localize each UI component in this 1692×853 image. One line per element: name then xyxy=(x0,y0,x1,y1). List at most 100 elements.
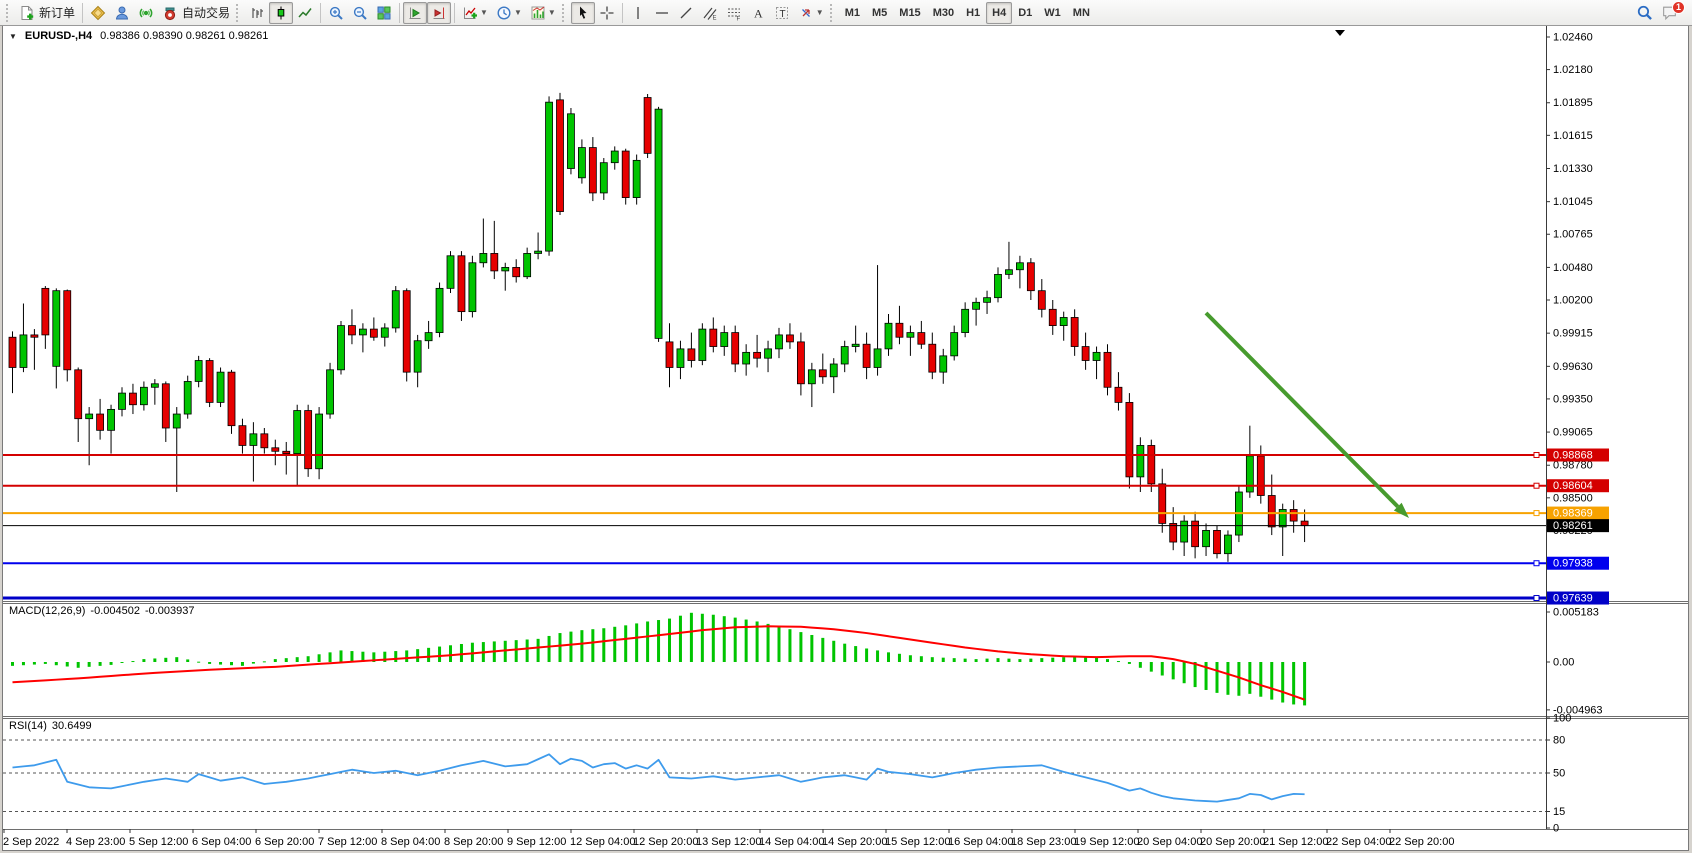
text-button[interactable]: A xyxy=(746,2,770,24)
candlestick-chart-button[interactable] xyxy=(269,1,294,24)
macd-bar xyxy=(1237,662,1241,696)
macd-bar xyxy=(438,646,442,662)
price-axis-label: 1.00765 xyxy=(1553,229,1593,241)
candle-body xyxy=(632,159,641,198)
candle-body xyxy=(1256,455,1265,496)
candle-body xyxy=(512,267,521,278)
toolbar-grip[interactable] xyxy=(6,3,11,22)
macd-bar xyxy=(711,614,715,662)
macd-bar xyxy=(251,662,255,664)
timeframe-button-d1[interactable]: D1 xyxy=(1018,6,1033,19)
macd-bar xyxy=(361,651,365,662)
line-chart-button[interactable] xyxy=(293,2,317,24)
macd-bar xyxy=(273,659,277,662)
macd-bar xyxy=(788,629,792,662)
toolbar-grip[interactable] xyxy=(236,3,241,22)
level-selection-marker[interactable] xyxy=(1533,482,1540,489)
price-axis-label: 0.99915 xyxy=(1553,328,1593,340)
timeframe-button-m30[interactable]: M30 xyxy=(932,6,955,19)
candle-body xyxy=(1048,308,1057,326)
level-selection-marker[interactable] xyxy=(1533,595,1540,602)
zoom-in-button[interactable] xyxy=(324,2,348,24)
chart-canvas[interactable]: 1.02460 1.02180 1.01895 1.01615 1.01330 1.010… xyxy=(3,26,1688,849)
indicators-button[interactable]: ▼ xyxy=(458,2,492,24)
templates-button[interactable]: ▼ xyxy=(526,2,560,24)
candle-body xyxy=(468,262,477,313)
horizontal-line-button[interactable] xyxy=(650,2,674,24)
macd-label: MACD(12,26,9) -0.004502 -0.003937 xyxy=(9,605,200,617)
candle-body xyxy=(818,369,827,378)
signals-button[interactable] xyxy=(134,2,158,24)
timeframe-button-mn[interactable]: MN xyxy=(1072,6,1090,19)
crosshair-button[interactable] xyxy=(595,2,619,24)
zoom-out-button[interactable] xyxy=(348,2,372,24)
search-button[interactable] xyxy=(1632,2,1657,24)
macd-bar xyxy=(295,657,299,662)
macd-bar xyxy=(1040,658,1044,662)
time-axis-label: 19 Sep 12:00 xyxy=(1074,836,1139,848)
price-axis-label: 0.99065 xyxy=(1553,427,1593,439)
timeframe-button-m1[interactable]: M1 xyxy=(844,6,860,19)
candle-body xyxy=(1202,530,1210,548)
new-order-button[interactable]: 新订单 xyxy=(15,2,79,24)
market-watch-button[interactable] xyxy=(86,2,110,24)
toolbar-grip[interactable] xyxy=(561,3,567,22)
candle-body xyxy=(293,410,302,455)
price-tag-label: 0.98604 xyxy=(1553,480,1593,492)
candle-body xyxy=(1300,520,1309,527)
notifications-button[interactable]: 1 xyxy=(1657,0,1685,24)
time-axis-label: 8 Sep 04:00 xyxy=(381,836,440,848)
candle-body xyxy=(994,273,1002,299)
level-selection-marker[interactable] xyxy=(1533,510,1540,517)
dropdown-caret-icon: ▼ xyxy=(547,8,556,17)
channel-icon: E xyxy=(703,7,716,21)
auto-trading-button[interactable]: 自动交易 xyxy=(158,2,234,24)
price-tag-label: 0.97639 xyxy=(1553,593,1593,605)
rsi-axis-label: 15 xyxy=(1553,806,1565,818)
chart-shift-marker[interactable] xyxy=(1335,30,1345,36)
arrows-button[interactable]: ▼ xyxy=(794,2,828,24)
equidistant-channel-button[interactable]: E xyxy=(698,2,722,24)
vertical-line-button[interactable] xyxy=(626,2,650,24)
level-selection-marker[interactable] xyxy=(1533,560,1540,567)
candle-body xyxy=(337,325,345,371)
timeframe-button-m5[interactable]: M5 xyxy=(872,6,888,19)
auto-scroll-button[interactable] xyxy=(403,1,428,24)
dropdown-caret-icon: ▼ xyxy=(513,8,522,17)
cursor-button[interactable] xyxy=(570,1,595,24)
trend-arrow-head[interactable] xyxy=(1393,502,1409,518)
macd-bar xyxy=(219,662,223,665)
chart-shift-button[interactable] xyxy=(427,1,452,24)
text-label-button[interactable]: T xyxy=(770,2,794,24)
candle-body xyxy=(687,348,696,361)
chart-window[interactable]: 1.02460 1.02180 1.01895 1.01615 1.01330 1.010… xyxy=(2,26,1689,851)
rsi-line xyxy=(12,753,1305,803)
periods-button[interactable]: ▼ xyxy=(492,2,526,24)
macd-bar xyxy=(1303,662,1307,706)
profile-button[interactable] xyxy=(110,2,134,24)
level-selection-marker[interactable] xyxy=(1533,452,1540,459)
macd-bar xyxy=(1171,662,1175,680)
macd-histogram xyxy=(11,612,1307,706)
price-axis-label: 1.01895 xyxy=(1553,97,1593,109)
price-axis-label: 1.01615 xyxy=(1553,130,1593,142)
macd-bar xyxy=(1029,658,1033,662)
macd-bar xyxy=(230,662,233,666)
candle-body xyxy=(1191,520,1199,548)
price-axis-label: 0.98500 xyxy=(1553,492,1593,504)
trendline-icon xyxy=(680,7,692,18)
trendline-button[interactable] xyxy=(674,2,698,24)
macd-bar xyxy=(164,657,168,662)
fibonacci-button[interactable]: F xyxy=(722,2,746,24)
timeframe-button-h1[interactable]: H1 xyxy=(966,6,981,19)
tile-windows-button[interactable] xyxy=(372,2,396,24)
macd-bar xyxy=(930,657,934,662)
timeframe-button-m15[interactable]: M15 xyxy=(899,6,921,19)
toolbar-grip[interactable] xyxy=(829,3,835,22)
trend-arrow-line[interactable] xyxy=(1204,311,1400,509)
chart-dropdown-icon[interactable]: ▼ xyxy=(9,31,17,41)
bar-chart-button[interactable] xyxy=(245,2,269,24)
timeframe-button-h4[interactable]: H4 xyxy=(986,1,1013,24)
timeframe-button-w1[interactable]: W1 xyxy=(1044,6,1061,19)
candle-body xyxy=(1005,269,1013,275)
